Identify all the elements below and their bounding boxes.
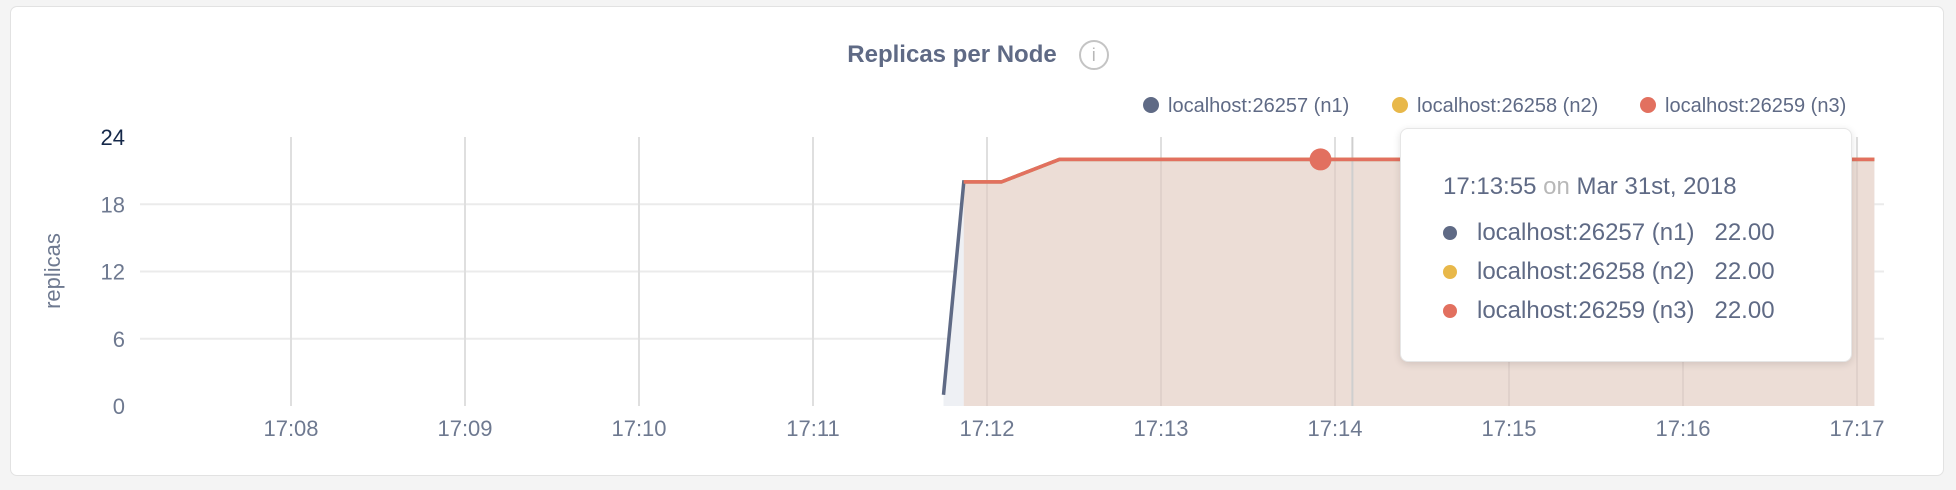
chart-title-row: Replicas per Node i	[0, 40, 1956, 70]
tooltip-row: localhost:26258 (n2) 22.00	[1443, 258, 1775, 286]
x-tick-label: 17:08	[263, 416, 318, 441]
tooltip-row-label: localhost:26258 (n2)	[1477, 258, 1695, 285]
legend-label: localhost:26257 (n1)	[1168, 95, 1349, 117]
x-tick-label: 17:12	[959, 416, 1014, 441]
tooltip-row-value: 22.00	[1714, 297, 1775, 324]
y-tick-label: 12	[101, 260, 125, 285]
x-tick-label: 17:17	[1829, 416, 1884, 441]
x-tick-label: 17:13	[1133, 416, 1188, 441]
tooltip-row-value: 22.00	[1714, 258, 1775, 285]
tooltip-on: on	[1543, 173, 1570, 200]
tooltip-row-label: localhost:26257 (n1)	[1477, 219, 1695, 246]
x-tick-label: 17:16	[1655, 416, 1710, 441]
hover-tooltip: 17:13:55 on Mar 31st, 2018 localhost:262…	[1400, 128, 1852, 362]
x-tick-label: 17:10	[611, 416, 666, 441]
series-dot-icon	[1443, 265, 1457, 279]
tooltip-header: 17:13:55 on Mar 31st, 2018	[1443, 173, 1737, 201]
legend-label: localhost:26258 (n2)	[1417, 95, 1598, 117]
series-dot-icon	[1443, 304, 1457, 318]
legend-item[interactable]: localhost:26259 (n3)	[1640, 95, 1846, 117]
tooltip-row: localhost:26259 (n3) 22.00	[1443, 297, 1775, 325]
x-tick-label: 17:11	[786, 416, 839, 441]
legend-label: localhost:26259 (n3)	[1665, 95, 1846, 117]
legend-item[interactable]: localhost:26257 (n1)	[1143, 95, 1349, 117]
tooltip-time: 17:13:55	[1443, 173, 1537, 200]
hover-point	[1309, 148, 1332, 171]
legend-item[interactable]: localhost:26258 (n2)	[1392, 95, 1598, 117]
y-tick-label: 0	[113, 394, 125, 419]
tooltip-row-label: localhost:26259 (n3)	[1477, 297, 1695, 324]
y-tick-label: 24	[101, 125, 125, 150]
x-tick-label: 17:14	[1307, 416, 1362, 441]
y-axis-label: replicas	[40, 233, 65, 309]
y-tick-label: 18	[101, 192, 125, 217]
legend-dot-icon	[1640, 97, 1656, 113]
tooltip-row-value: 22.00	[1714, 219, 1775, 246]
info-icon[interactable]: i	[1078, 40, 1109, 70]
x-tick-label: 17:15	[1481, 416, 1536, 441]
tooltip-row: localhost:26257 (n1) 22.00	[1443, 219, 1775, 247]
legend-dot-icon	[1143, 97, 1159, 113]
y-tick-label: 6	[113, 327, 125, 352]
chart-title: Replicas per Node	[847, 41, 1057, 68]
series-dot-icon	[1443, 226, 1457, 240]
tooltip-date: Mar 31st, 2018	[1576, 173, 1737, 200]
legend-dot-icon	[1392, 97, 1408, 113]
x-tick-label: 17:09	[437, 416, 492, 441]
